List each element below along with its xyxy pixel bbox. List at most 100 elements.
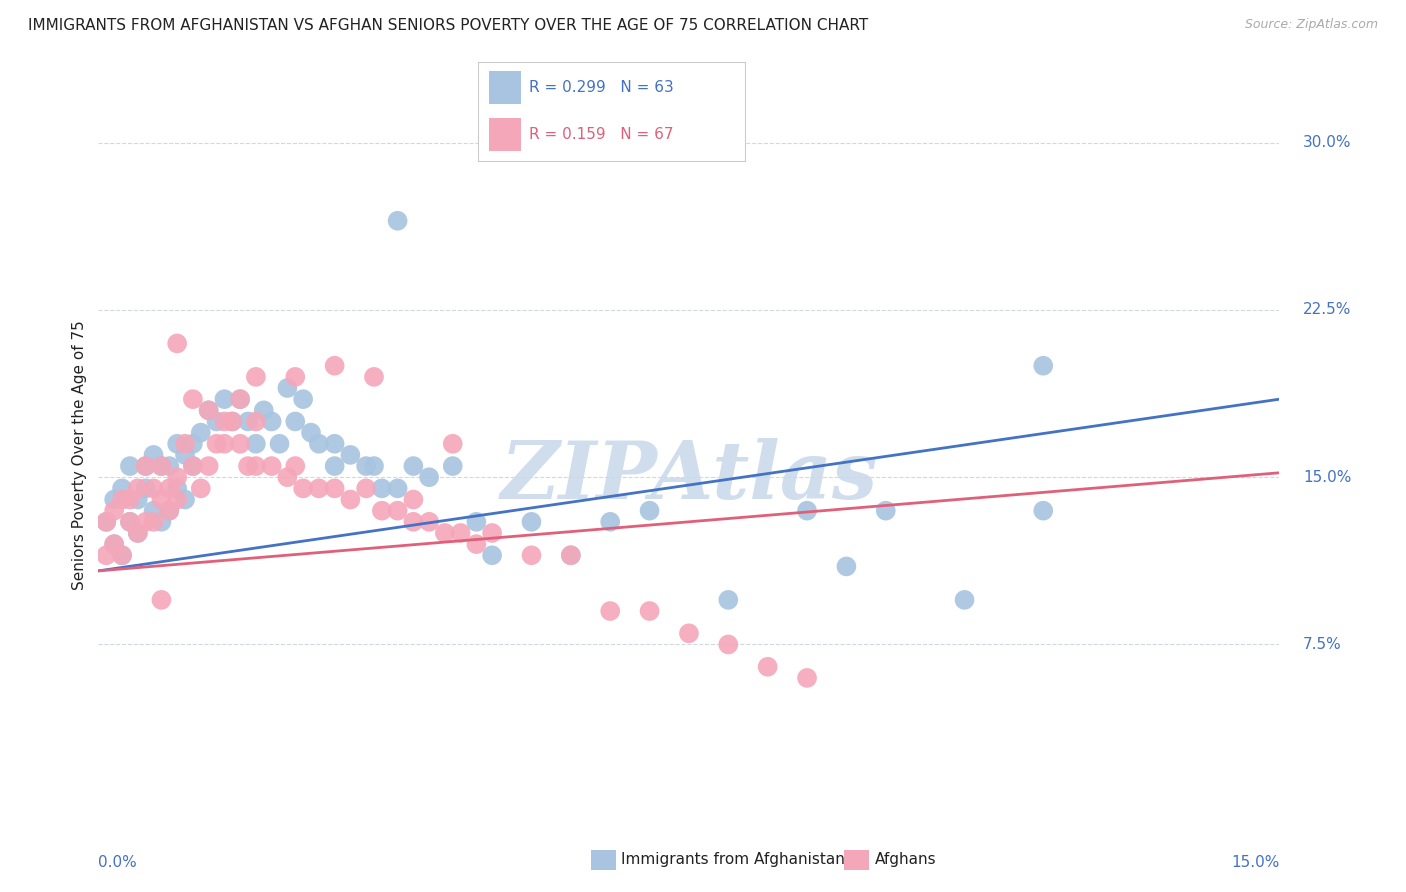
Point	[181, 436, 204, 450]
Point	[111, 492, 134, 507]
Point	[157, 503, 180, 517]
Point	[276, 381, 298, 395]
Text: R = 0.299   N = 63: R = 0.299 N = 63	[529, 80, 673, 95]
Point	[481, 548, 503, 563]
Point	[214, 392, 236, 407]
Point	[127, 526, 149, 541]
Point	[197, 403, 219, 417]
Point	[150, 459, 173, 474]
Point	[166, 482, 188, 496]
Point	[96, 548, 118, 563]
Point	[269, 436, 291, 450]
Point	[166, 492, 188, 507]
Point	[433, 526, 456, 541]
Point	[276, 470, 298, 484]
Point	[520, 548, 543, 563]
Point	[103, 537, 125, 551]
Point	[796, 671, 818, 685]
Point	[205, 414, 228, 429]
Point	[197, 403, 219, 417]
Text: 7.5%: 7.5%	[1303, 637, 1341, 652]
Point	[157, 503, 180, 517]
Point	[599, 515, 621, 529]
Point	[284, 414, 307, 429]
Point	[135, 515, 157, 529]
Point	[236, 414, 259, 429]
Point	[157, 459, 180, 474]
Point	[197, 459, 219, 474]
Point	[245, 414, 267, 429]
Point	[354, 482, 377, 496]
Y-axis label: Seniors Poverty Over the Age of 75: Seniors Poverty Over the Age of 75	[72, 320, 87, 590]
Point	[465, 537, 488, 551]
Point	[323, 436, 346, 450]
Point	[717, 592, 740, 607]
Point	[127, 526, 149, 541]
Point	[323, 482, 346, 496]
Point	[166, 336, 188, 351]
Text: 30.0%: 30.0%	[1303, 136, 1351, 150]
Text: ZIPAtlas: ZIPAtlas	[501, 438, 877, 515]
Point	[402, 459, 425, 474]
Text: Source: ZipAtlas.com: Source: ZipAtlas.com	[1244, 18, 1378, 31]
Point	[371, 482, 394, 496]
Point	[150, 492, 173, 507]
Text: Afghans: Afghans	[875, 853, 936, 867]
Text: 15.0%: 15.0%	[1232, 855, 1279, 870]
Point	[229, 392, 252, 407]
Point	[560, 548, 582, 563]
Point	[229, 392, 252, 407]
Point	[245, 369, 267, 384]
Point	[174, 436, 197, 450]
Point	[118, 492, 141, 507]
Bar	[489, 119, 520, 151]
Point	[796, 503, 818, 517]
Text: 15.0%: 15.0%	[1303, 470, 1351, 484]
Point	[253, 403, 276, 417]
Point	[103, 503, 125, 517]
Point	[181, 459, 204, 474]
Point	[402, 515, 425, 529]
Point	[118, 515, 141, 529]
Point	[118, 459, 141, 474]
Point	[678, 626, 700, 640]
Point	[292, 392, 315, 407]
Point	[118, 515, 141, 529]
Bar	[489, 71, 520, 103]
Point	[1032, 503, 1054, 517]
Point	[284, 459, 307, 474]
Point	[166, 436, 188, 450]
Point	[142, 448, 165, 462]
Point	[299, 425, 322, 440]
Point	[835, 559, 858, 574]
Point	[245, 436, 267, 450]
Point	[599, 604, 621, 618]
Point	[221, 414, 243, 429]
Point	[127, 482, 149, 496]
Point	[214, 436, 236, 450]
Point	[363, 369, 385, 384]
Text: IMMIGRANTS FROM AFGHANISTAN VS AFGHAN SENIORS POVERTY OVER THE AGE OF 75 CORRELA: IMMIGRANTS FROM AFGHANISTAN VS AFGHAN SE…	[28, 18, 869, 33]
Point	[441, 436, 464, 450]
Point	[190, 425, 212, 440]
Point	[1032, 359, 1054, 373]
Point	[875, 503, 897, 517]
Point	[150, 592, 173, 607]
Point	[190, 482, 212, 496]
Point	[308, 436, 330, 450]
Point	[103, 492, 125, 507]
Point	[638, 503, 661, 517]
Point	[135, 459, 157, 474]
Point	[339, 492, 361, 507]
Point	[111, 548, 134, 563]
Point	[717, 637, 740, 651]
Point	[135, 459, 157, 474]
Point	[465, 515, 488, 529]
Point	[157, 482, 180, 496]
Point	[142, 482, 165, 496]
Point	[308, 482, 330, 496]
Point	[245, 459, 267, 474]
Text: 0.0%: 0.0%	[98, 855, 138, 870]
Point	[174, 492, 197, 507]
Point	[142, 515, 165, 529]
